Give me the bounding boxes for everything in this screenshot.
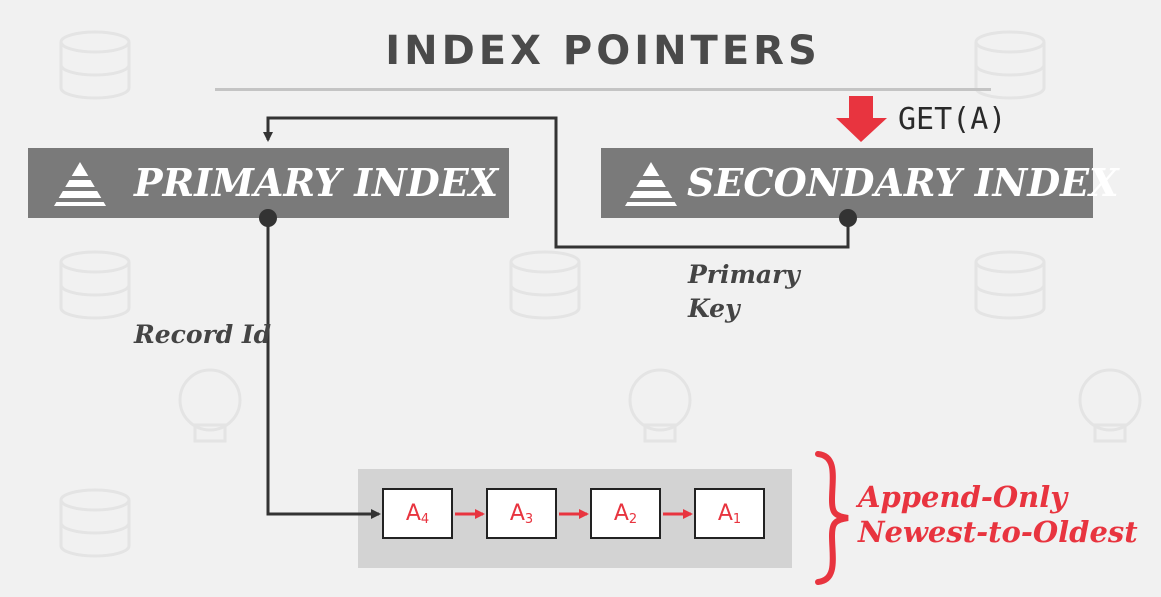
primary-key-label: Primary Key <box>688 258 848 326</box>
skull-icon <box>178 368 242 443</box>
version-node: A1 <box>694 488 765 539</box>
annotation-newest-to-oldest: Newest-to-Oldest <box>858 515 1138 549</box>
version-node: A2 <box>590 488 661 539</box>
title-divider <box>215 88 991 91</box>
skull-icon <box>1078 368 1142 443</box>
version-node: A4 <box>382 488 453 539</box>
database-icon <box>974 250 1046 320</box>
pointer-origin-dot <box>839 209 857 227</box>
secondary-index-box: SECONDARY INDEX <box>601 148 1119 218</box>
query-label: GET(A) <box>898 102 1007 137</box>
annotation-append-only: Append-Only <box>858 480 1068 514</box>
pointer-origin-dot <box>259 209 277 227</box>
database-icon <box>59 250 131 320</box>
curly-brace <box>815 451 849 585</box>
skull-icon <box>628 368 692 443</box>
database-icon <box>509 250 581 320</box>
primary-index-label: PRIMARY INDEX <box>134 160 499 205</box>
primary-key-label-line: Primary <box>688 260 800 289</box>
database-icon <box>59 30 131 100</box>
page-title: INDEX POINTERS <box>385 28 821 74</box>
version-node: A3 <box>486 488 557 539</box>
pyramid-icon <box>50 162 110 206</box>
record-id-label: Record Id <box>134 320 272 349</box>
database-icon <box>59 488 131 558</box>
query-arrow-icon <box>836 96 887 142</box>
pyramid-icon <box>621 162 681 206</box>
record-id-pointer <box>266 218 381 519</box>
secondary-index-label: SECONDARY INDEX <box>687 160 1119 205</box>
primary-key-pointer <box>263 116 850 249</box>
database-icon <box>974 30 1046 100</box>
primary-key-label-line: Key <box>688 294 740 323</box>
primary-index-box: PRIMARY INDEX <box>28 148 509 218</box>
